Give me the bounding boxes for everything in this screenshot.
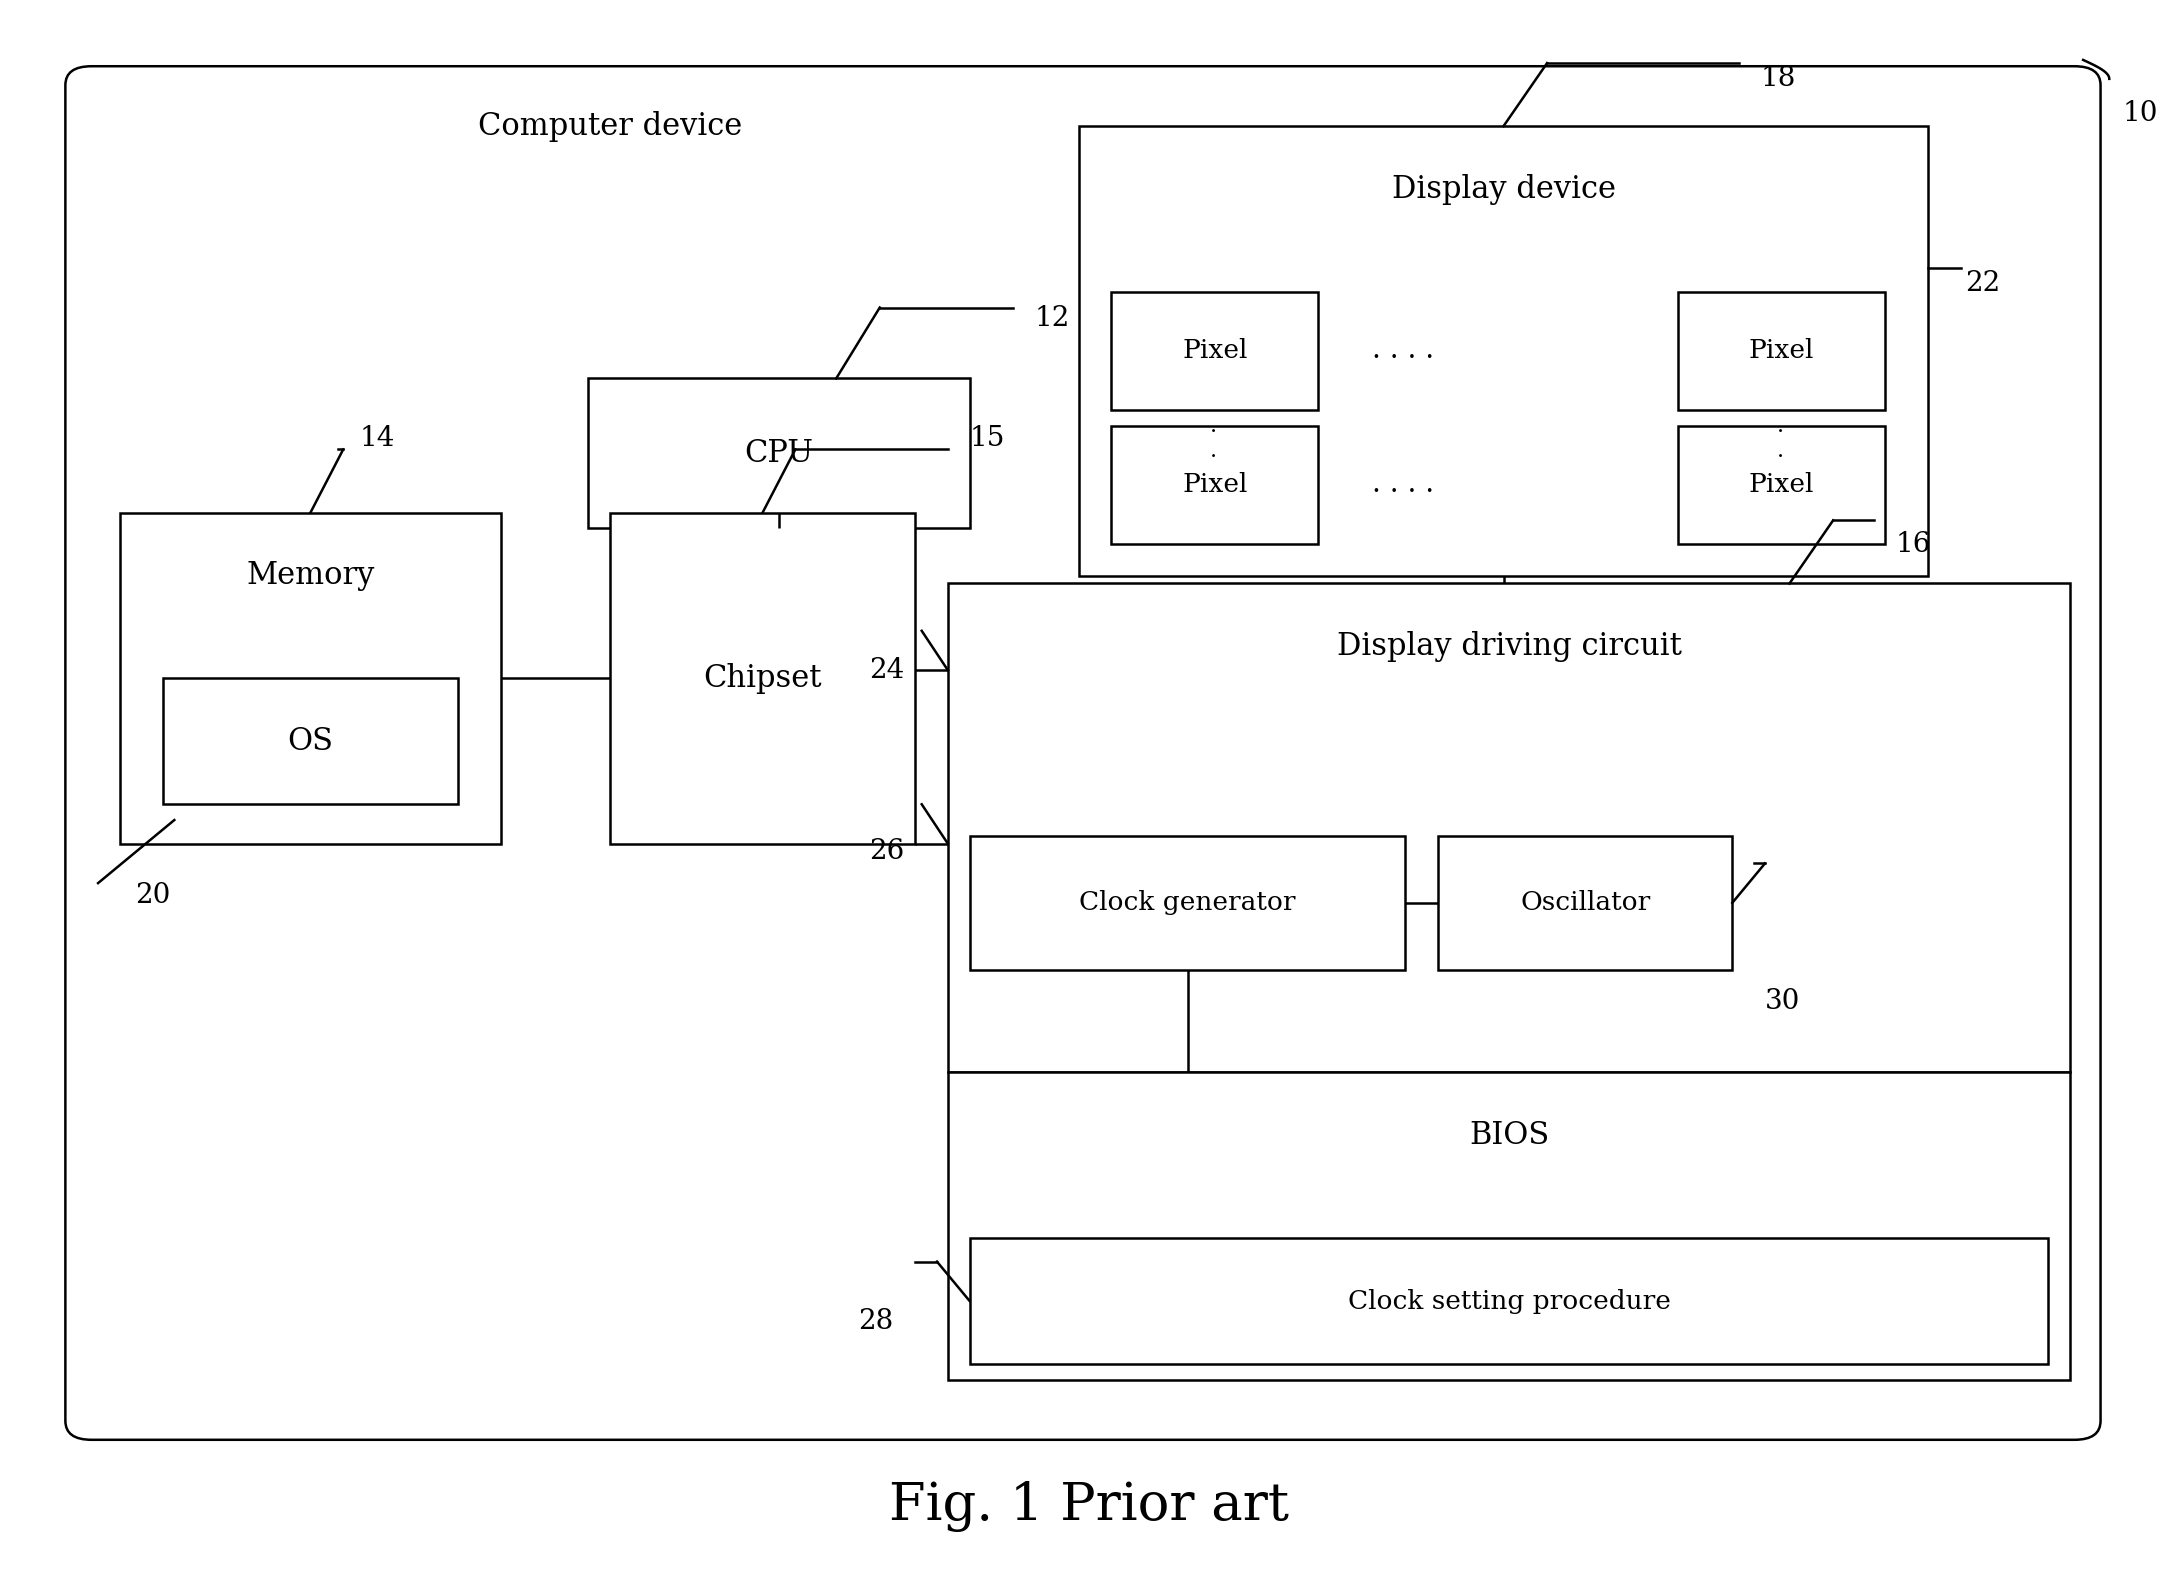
Text: ·
·
·: · · · <box>1776 421 1785 494</box>
Text: Memory: Memory <box>246 560 375 591</box>
FancyBboxPatch shape <box>65 66 2101 1440</box>
Text: 15: 15 <box>970 424 1005 453</box>
Text: Chipset: Chipset <box>704 662 821 694</box>
Text: 18: 18 <box>1761 65 1795 93</box>
Text: Display device: Display device <box>1392 173 1615 205</box>
Text: 12: 12 <box>1035 304 1070 333</box>
Text: Computer device: Computer device <box>477 110 743 142</box>
Text: 30: 30 <box>1765 987 1800 1016</box>
Text: ·
·
·: · · · <box>1209 421 1218 494</box>
Text: Clock generator: Clock generator <box>1079 891 1297 915</box>
Bar <box>970 1238 2048 1364</box>
Bar <box>610 513 915 844</box>
Text: Pixel: Pixel <box>1181 339 1249 363</box>
Bar <box>1079 126 1928 576</box>
Text: 26: 26 <box>869 837 904 866</box>
Text: Pixel: Pixel <box>1748 473 1815 497</box>
Text: BIOS: BIOS <box>1469 1120 1549 1151</box>
Text: . . . .: . . . . <box>1373 470 1434 498</box>
Bar <box>1111 292 1318 410</box>
Text: 14: 14 <box>360 424 394 453</box>
Bar <box>948 583 2070 1072</box>
Text: Display driving circuit: Display driving circuit <box>1336 631 1682 662</box>
Bar <box>1678 292 1885 410</box>
Bar <box>120 513 501 844</box>
Bar <box>1111 426 1318 544</box>
Text: Clock setting procedure: Clock setting procedure <box>1347 1288 1671 1314</box>
Text: CPU: CPU <box>745 438 813 468</box>
Text: Pixel: Pixel <box>1181 473 1249 497</box>
Text: 22: 22 <box>1965 270 2000 298</box>
Text: 10: 10 <box>2122 99 2157 128</box>
Text: Fig. 1 Prior art: Fig. 1 Prior art <box>889 1481 1290 1531</box>
Text: 16: 16 <box>1896 530 1931 558</box>
Bar <box>948 1072 2070 1380</box>
Bar <box>588 378 970 528</box>
Text: . . . .: . . . . <box>1373 336 1434 364</box>
Bar <box>1678 426 1885 544</box>
Text: 28: 28 <box>859 1307 893 1336</box>
Text: OS: OS <box>288 725 333 757</box>
Text: 24: 24 <box>869 656 904 684</box>
Bar <box>1438 836 1732 970</box>
Bar <box>163 678 458 804</box>
Text: Oscillator: Oscillator <box>1521 891 1650 915</box>
Text: Pixel: Pixel <box>1748 339 1815 363</box>
Text: 20: 20 <box>135 882 170 910</box>
Bar <box>970 836 1405 970</box>
